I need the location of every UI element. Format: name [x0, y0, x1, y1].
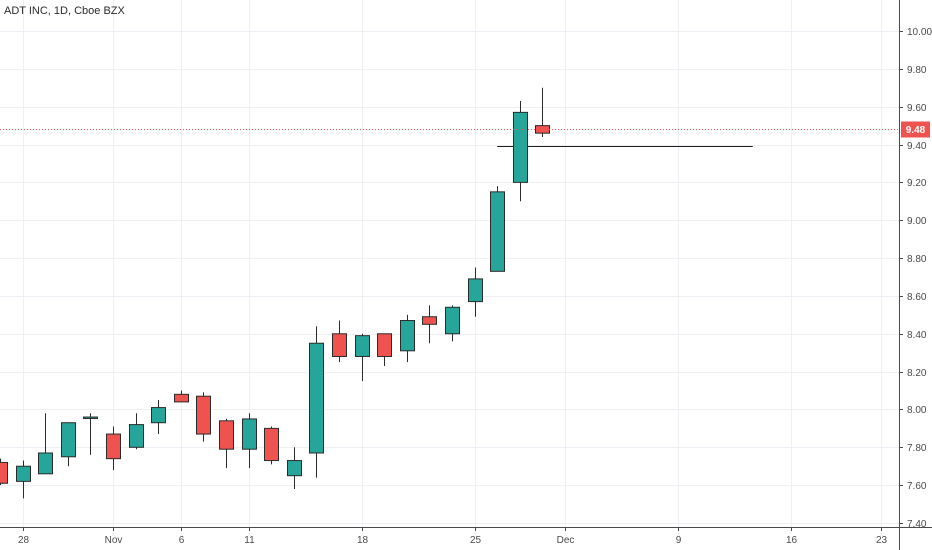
candle[interactable]	[355, 333, 370, 382]
time-tick-label: 6	[179, 535, 185, 546]
candle-body-down	[422, 316, 437, 325]
candle-body-up	[287, 460, 302, 477]
candle-body-down	[264, 427, 279, 462]
candle-body-down	[377, 333, 392, 357]
price-tick-label: 8.20	[907, 368, 927, 379]
candle[interactable]	[287, 447, 302, 489]
last-price-label: 9.48	[906, 125, 926, 136]
candle-body-up	[83, 416, 98, 420]
candle[interactable]	[422, 305, 437, 344]
time-axis: 28 Nov 6 11 18 25 Dec 9 16 23	[0, 527, 932, 546]
candle[interactable]	[219, 418, 234, 469]
candle[interactable]	[400, 314, 415, 363]
candle[interactable]	[242, 413, 257, 469]
time-tick-label: 11	[244, 535, 255, 546]
candle[interactable]	[16, 460, 31, 499]
price-tick-label: 9.20	[907, 178, 927, 189]
price-tick-label: 8.40	[907, 330, 927, 341]
price-tick-label: 8.80	[907, 254, 927, 265]
price-tick-label: 7.40	[907, 519, 927, 530]
candle[interactable]	[513, 101, 528, 202]
candle[interactable]	[196, 392, 211, 442]
candle[interactable]	[490, 186, 505, 272]
candle-body-up	[400, 320, 415, 352]
time-tick-label: 23	[876, 535, 888, 546]
candle[interactable]	[38, 413, 53, 475]
time-tick-label: 16	[786, 535, 798, 546]
candle-body-up	[490, 191, 505, 272]
grid	[0, 0, 899, 527]
candle-body-up	[445, 306, 460, 335]
price-tick-label: 9.80	[907, 65, 927, 76]
price-tick-label: 8.60	[907, 292, 927, 303]
candle-body-up	[151, 407, 166, 424]
candle-body-up	[242, 418, 257, 450]
last-price-badge	[901, 121, 930, 138]
price-tick-label: 9.60	[907, 103, 927, 114]
candle-body-down	[196, 395, 211, 435]
candle[interactable]	[468, 267, 483, 317]
chart-title: ADT INC, 1D, Cboe BZX	[4, 5, 125, 17]
candle[interactable]	[151, 400, 166, 435]
time-tick-label: 25	[470, 535, 482, 546]
price-tick-label: 7.60	[907, 481, 927, 492]
candle[interactable]	[83, 413, 98, 455]
candle[interactable]	[332, 320, 347, 363]
price-tick-label: 9.40	[907, 141, 927, 152]
candle-body-up	[468, 278, 483, 303]
price-tick-label: 7.80	[907, 443, 927, 454]
candle[interactable]	[106, 426, 121, 471]
price-tick-label: 10.00	[907, 27, 932, 38]
candle[interactable]	[264, 426, 279, 465]
candle-body-up	[513, 111, 528, 183]
candle-body-down	[332, 333, 347, 357]
candle-body-down	[174, 393, 189, 403]
candle-body-down	[106, 433, 121, 460]
candle[interactable]	[309, 326, 324, 478]
candles	[0, 87, 550, 499]
candle[interactable]	[61, 422, 76, 467]
candle-body-up	[61, 422, 76, 458]
candle[interactable]	[377, 333, 392, 366]
price-tick-label: 8.00	[907, 405, 927, 416]
time-tick-label: Dec	[557, 535, 575, 546]
candle-body-up	[129, 424, 144, 448]
price-axis: 7.40 7.60 7.80 8.00 8.20 8.40 8.60 8.80 9.00 9.20…	[899, 0, 932, 550]
time-tick-label: Nov	[105, 535, 123, 546]
candle[interactable]	[174, 390, 189, 403]
candle-body-up	[16, 465, 31, 482]
last-price-layer: 9.48	[0, 121, 930, 138]
time-tick-label: 9	[676, 535, 682, 546]
candle-body-down	[219, 420, 234, 450]
candle[interactable]	[445, 305, 460, 342]
candle-body-up	[38, 452, 53, 475]
candle[interactable]	[0, 458, 8, 486]
time-tick-label: 28	[18, 535, 30, 546]
time-tick-label: 18	[357, 535, 369, 546]
candle-body-down	[0, 461, 8, 484]
price-tick-label: 9.00	[907, 216, 927, 227]
candle-body-up	[355, 335, 370, 357]
candle-body-up	[309, 342, 324, 454]
candle[interactable]	[129, 413, 144, 450]
